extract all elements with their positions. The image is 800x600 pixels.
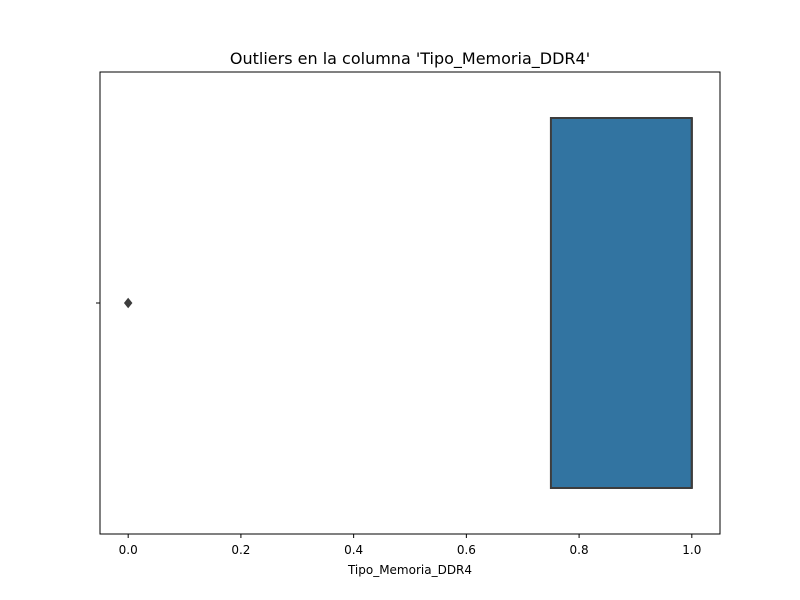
- x-tick-label: 0.6: [457, 543, 476, 557]
- outlier-point: [123, 297, 133, 309]
- box-iqr: [549, 117, 693, 489]
- chart-title: Outliers en la columna 'Tipo_Memoria_DDR…: [230, 49, 590, 69]
- box-layer: [549, 117, 693, 489]
- outlier-layer: [123, 297, 133, 309]
- x-axis-ticks: 0.0 0.2 0.4 0.6 0.8 1.0: [119, 534, 701, 557]
- x-tick-label: 0.2: [231, 543, 250, 557]
- x-tick-label: 0.8: [570, 543, 589, 557]
- x-tick-label: 0.0: [119, 543, 138, 557]
- x-tick-label: 1.0: [682, 543, 701, 557]
- x-axis-label: Tipo_Memoria_DDR4: [347, 563, 472, 577]
- x-tick-label: 0.4: [344, 543, 363, 557]
